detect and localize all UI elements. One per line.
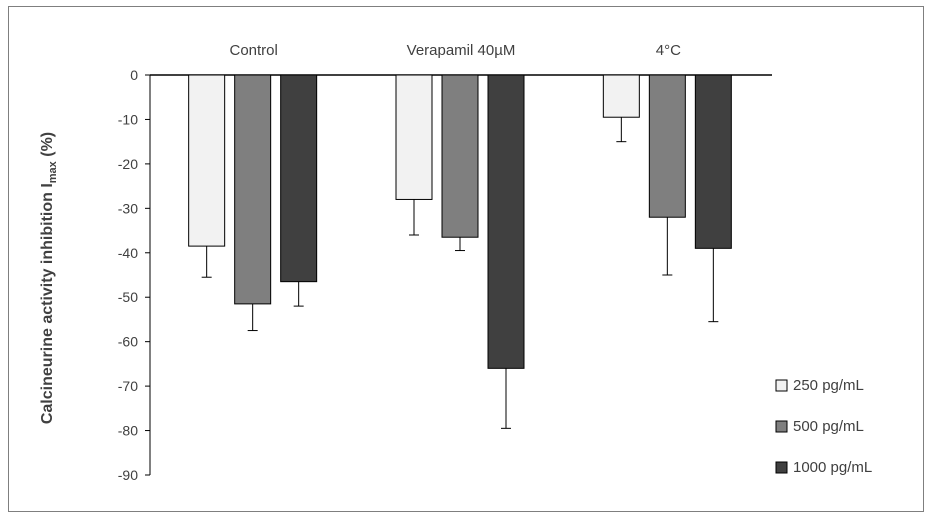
bar — [602, 74, 640, 118]
y-tick-label: -70 — [118, 378, 138, 394]
y-tick-label: -50 — [118, 289, 138, 305]
y-tick-label: -60 — [118, 334, 138, 350]
y-tick-label: -40 — [118, 245, 138, 261]
y-axis-label-suffix: (%) — [39, 132, 56, 161]
y-axis-label-main: Calcineurine activity inhibition I — [39, 183, 56, 424]
labels: 0 -10 -20 -30 -40 -50 -60 -70 -80 -90 Control Verap… — [118, 42, 681, 483]
y-tick-label: -30 — [118, 200, 138, 216]
legend-entry-label: 500 pg/mL — [793, 418, 864, 435]
bars — [188, 74, 732, 369]
bar — [694, 74, 732, 249]
bar — [234, 74, 272, 305]
bar — [648, 74, 686, 218]
legend: 250 pg/mL 500 pg/mL 1000 pg/mL — [775, 377, 872, 476]
y-tick-label: -20 — [118, 156, 138, 172]
legend-swatch — [775, 379, 788, 392]
y-tick-label: 0 — [130, 67, 138, 83]
bar — [188, 74, 226, 247]
legend-entry-label: 1000 pg/mL — [793, 459, 872, 476]
bar — [395, 74, 433, 200]
legend-swatch — [775, 420, 788, 433]
bar — [487, 74, 525, 369]
y-tick-label: -10 — [118, 111, 138, 127]
y-tick-label: -80 — [118, 423, 138, 439]
category-label: Control — [229, 42, 277, 59]
y-axis-label-subscript: max — [47, 160, 59, 183]
bar — [280, 74, 318, 283]
legend-entry-label: 250 pg/mL — [793, 377, 864, 394]
legend-swatch — [775, 461, 788, 474]
category-label: 4°C — [656, 42, 681, 59]
y-tick-label: -90 — [118, 467, 138, 483]
y-axis-label: Calcineurine activity inhibition Imax (%… — [39, 132, 59, 424]
error-bars — [201, 117, 719, 429]
bar — [441, 74, 479, 238]
category-label: Verapamil 40µM — [407, 42, 516, 59]
